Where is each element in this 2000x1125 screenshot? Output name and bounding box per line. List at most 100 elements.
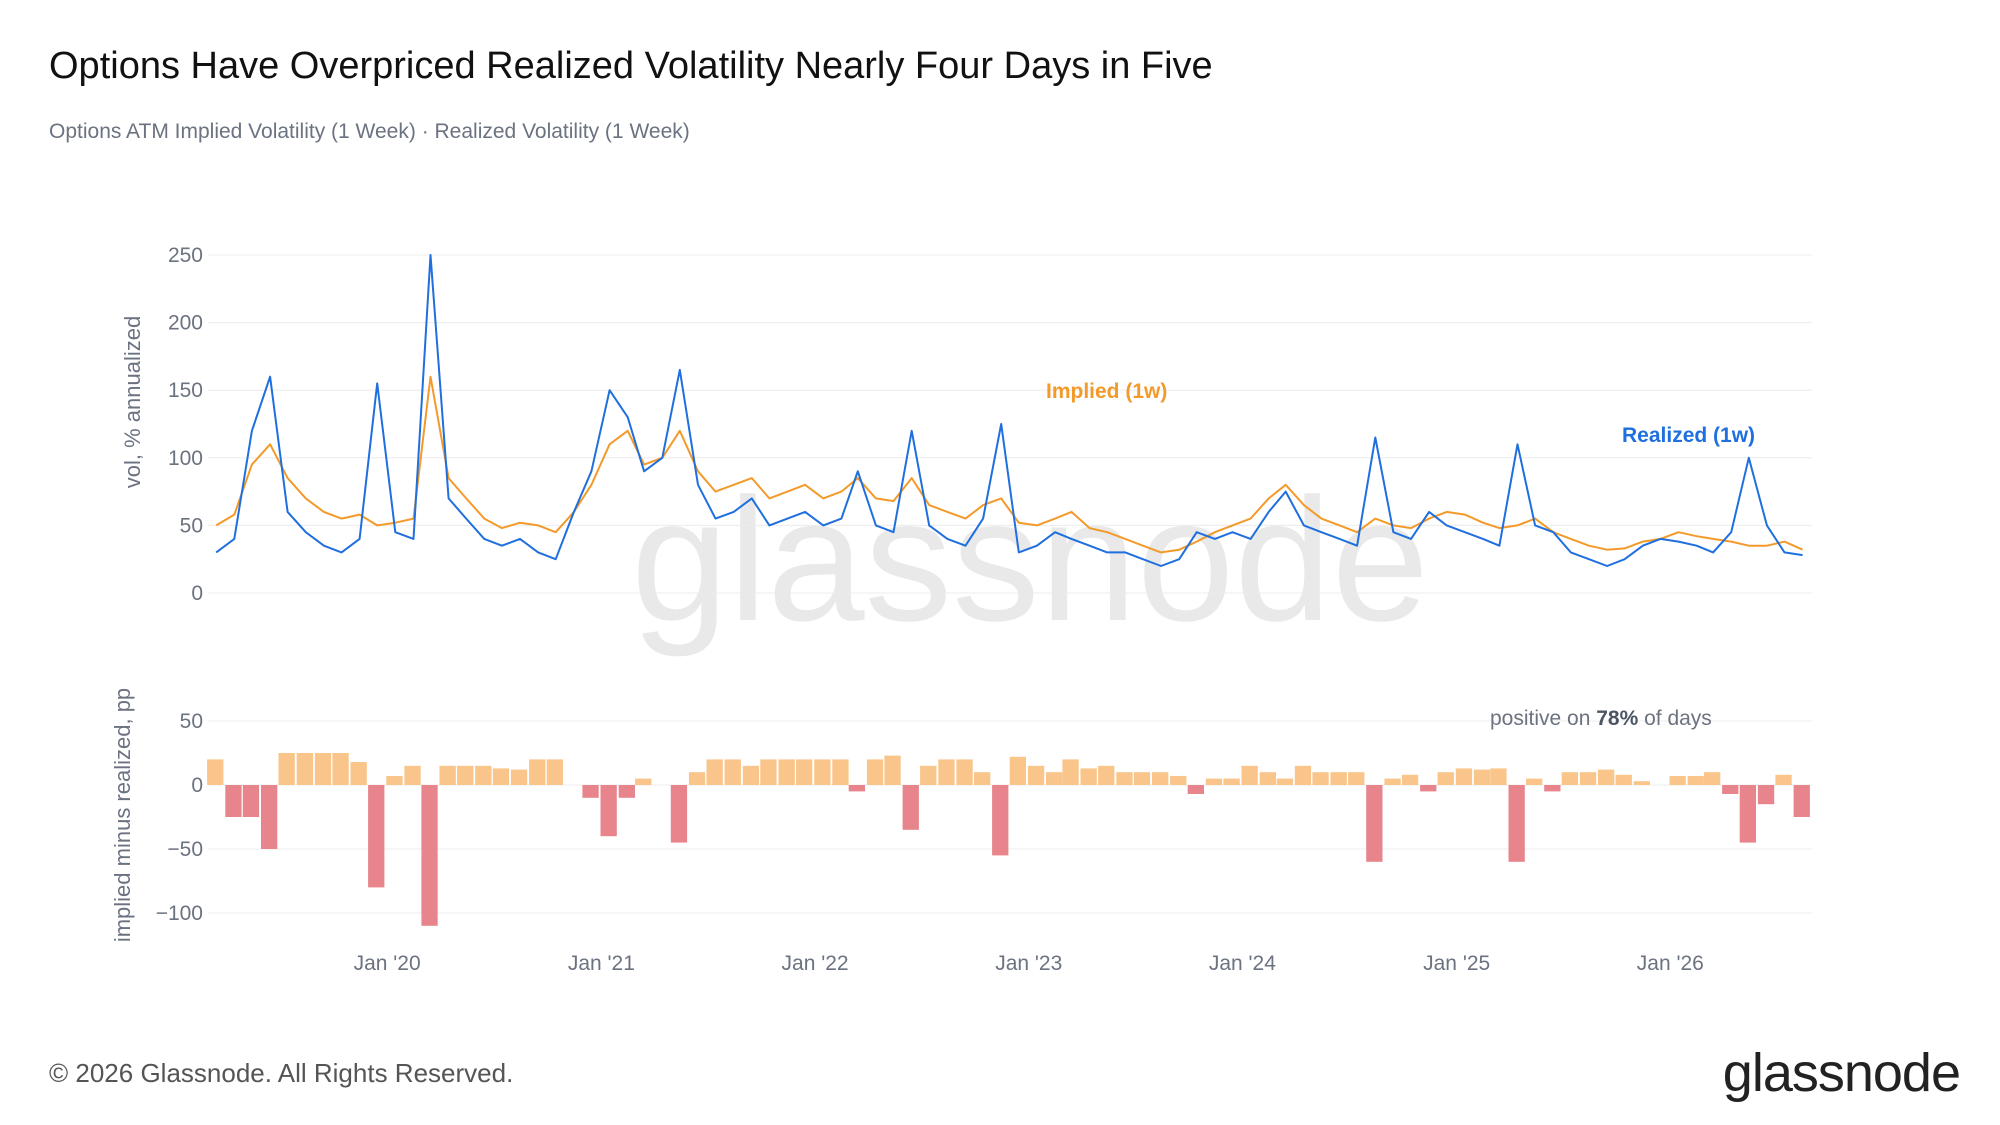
diff-bar-negative [618, 785, 635, 798]
diff-bar-negative [261, 785, 278, 849]
diff-bar-positive [832, 759, 849, 785]
vol-lines [215, 254, 1804, 567]
top-y-tick-label: 0 [191, 582, 203, 605]
annotation-value: 78% [1596, 707, 1638, 730]
diff-bar-negative [582, 785, 599, 798]
bottom-y-tick-label: −100 [156, 902, 203, 925]
diff-bar-positive [1062, 759, 1079, 785]
diff-bar-positive [1561, 772, 1578, 785]
diff-bar-positive [1294, 765, 1312, 785]
diff-bar-positive [332, 753, 349, 785]
diff-bar-positive [386, 776, 403, 785]
diff-bar-positive [1633, 781, 1650, 785]
diff-bar-positive [1526, 778, 1543, 785]
diff-bar-positive [1241, 765, 1258, 785]
diff-bar-positive [1775, 774, 1792, 785]
diff-bar-negative [670, 785, 688, 843]
diff-bar-positive [278, 753, 295, 785]
bottom-y-tick-label: 0 [191, 774, 203, 797]
diff-bar-positive [706, 759, 723, 785]
diff-bar-positive [1276, 778, 1293, 785]
diff-bar-positive [1473, 769, 1491, 785]
annotation-suffix: of days [1638, 707, 1712, 730]
bottom-y-tick-label: −50 [167, 838, 203, 861]
chart-subtitle: Options ATM Implied Volatility (1 Week) … [49, 120, 690, 143]
diff-bar-positive [1437, 772, 1454, 785]
diff-bar-positive [724, 759, 741, 785]
diff-bar-negative [1793, 785, 1810, 817]
implied-vol-line [215, 375, 1804, 554]
x-tick-label: Jan '26 [1637, 952, 1704, 975]
realized-series-label: Realized (1w) [1622, 424, 1755, 447]
diff-bar-positive [439, 765, 456, 785]
diff-bar-positive [814, 759, 831, 785]
diff-bar-positive [207, 759, 224, 785]
diff-bar-negative [992, 785, 1009, 856]
diff-bar-positive [742, 765, 760, 785]
diff-bar-positive [1455, 768, 1473, 785]
top-y-tick-label: 100 [168, 447, 203, 470]
diff-bar-positive [510, 769, 528, 785]
diff-bar-positive [1205, 778, 1223, 785]
diff-bar-negative [242, 785, 260, 817]
diff-bar-positive [1152, 772, 1169, 785]
x-tick-label: Jan '25 [1423, 952, 1490, 975]
diff-bar-positive [1401, 774, 1419, 785]
diff-bar-negative [1420, 785, 1437, 792]
diff-bar-positive [475, 765, 492, 785]
positive-days-annotation: positive on 78% of days [1490, 707, 1712, 730]
diff-bar-positive [1704, 772, 1721, 785]
copyright-footer: © 2026 Glassnode. All Rights Reserved. [49, 1058, 514, 1088]
diff-bar-positive [1687, 776, 1704, 785]
x-tick-label: Jan '20 [354, 952, 421, 975]
implied-series-label: Implied (1w) [1046, 380, 1167, 403]
diff-bar-positive [1330, 772, 1347, 785]
diff-bar-positive [457, 765, 474, 785]
realized-vol-line [215, 254, 1803, 567]
bottom-gridlines [208, 720, 1812, 914]
diff-bar-positive [1348, 772, 1365, 785]
diff-bar-positive [546, 759, 563, 785]
diff-bar-positive [1098, 765, 1115, 785]
diff-bar-negative [225, 785, 242, 817]
diff-bar-positive [938, 759, 955, 785]
diff-bar-positive [884, 755, 901, 785]
x-tick-label: Jan '22 [782, 952, 849, 975]
diff-bar-positive [492, 768, 510, 785]
diff-bar-positive [1027, 765, 1045, 785]
top-y-tick-label: 250 [168, 244, 203, 267]
bottom-y-axis-label: implied minus realized, pp [110, 688, 135, 942]
diff-bar-positive [778, 759, 795, 785]
diff-bar-positive [1133, 772, 1151, 785]
diff-bar-positive [866, 759, 884, 785]
diff-bar-negative [1757, 785, 1775, 805]
diff-bar-positive [1170, 776, 1187, 785]
x-tick-label: Jan '23 [995, 952, 1062, 975]
diff-bar-positive [1046, 772, 1063, 785]
annotation-prefix: positive on [1490, 707, 1596, 730]
diff-bar-negative [1508, 785, 1525, 862]
diff-bar-positive [404, 765, 421, 785]
diff-bar-positive [1669, 776, 1686, 785]
diff-bar-negative [600, 785, 617, 837]
diff-bar-positive [529, 759, 546, 785]
diff-bar-positive [974, 772, 991, 785]
diff-bar-positive [635, 778, 652, 785]
diff-bar-positive [920, 765, 937, 785]
diff-bar-positive [296, 753, 313, 785]
diff-bar-positive [1223, 778, 1240, 785]
x-tick-label: Jan '24 [1209, 952, 1276, 975]
diff-bar-positive [1009, 756, 1026, 785]
chart-title: Options Have Overpriced Realized Volatil… [49, 45, 1213, 87]
diff-bar-positive [314, 753, 332, 785]
top-y-axis-label: vol, % annualized [120, 316, 145, 488]
diff-bar-positive [1312, 772, 1329, 785]
watermark-text: glassnode [631, 463, 1429, 658]
diff-bar-positive [760, 759, 777, 785]
diff-bar-negative [902, 785, 919, 830]
diff-bar-negative [1544, 785, 1561, 792]
diff-bar-negative [421, 785, 438, 926]
diff-bar-positive [956, 759, 973, 785]
diff-bar-negative [1739, 785, 1756, 843]
diff-bar-positive [1384, 778, 1401, 785]
